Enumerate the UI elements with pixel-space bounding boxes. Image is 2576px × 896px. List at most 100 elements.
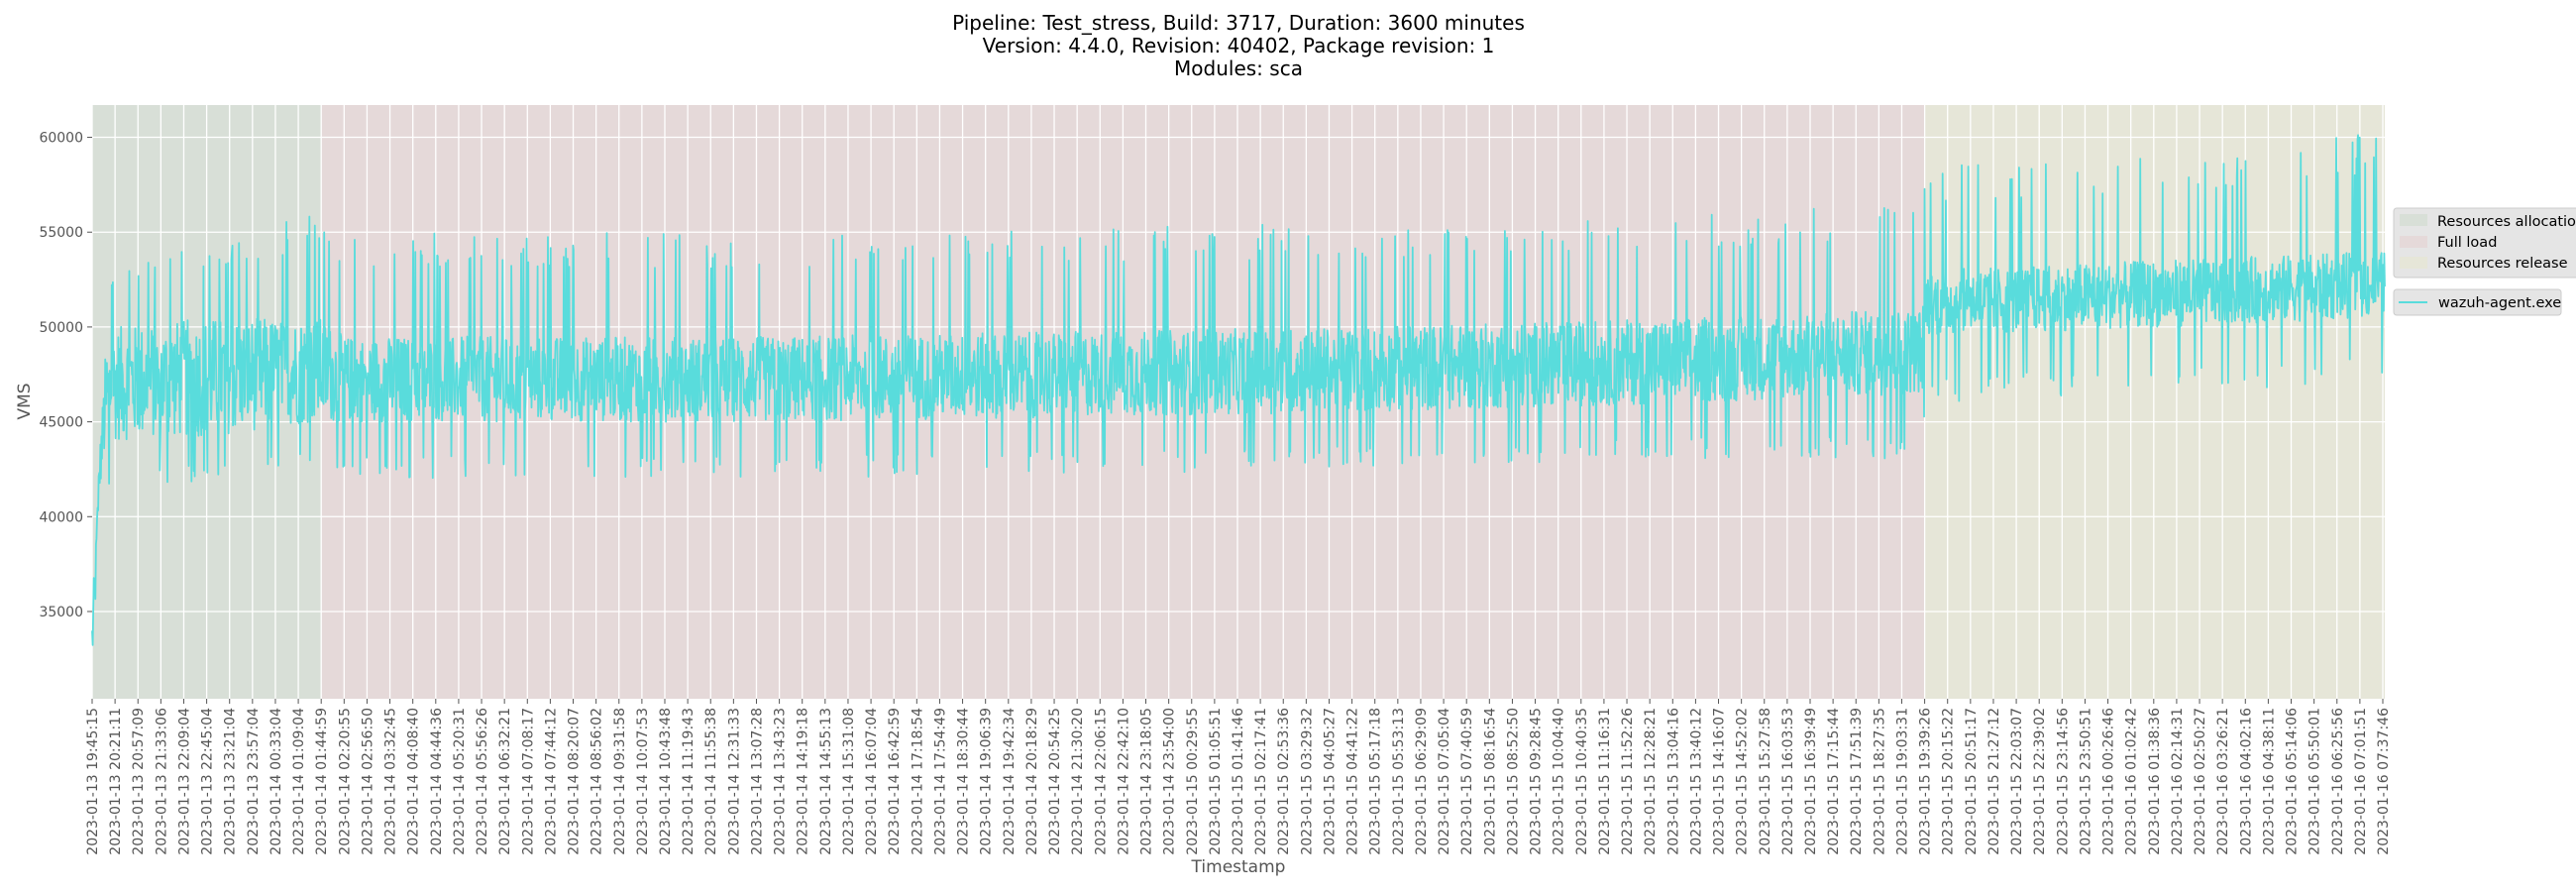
x-tick-label: 2023-01-13 23:57:04	[246, 708, 262, 855]
x-tick-label: 2023-01-15 17:51:39	[1849, 708, 1865, 855]
x-tick-label: 2023-01-15 22:39:02	[2032, 708, 2048, 855]
x-tick-label: 2023-01-14 12:31:33	[726, 708, 742, 855]
x-tick-label: 2023-01-14 21:30:20	[1070, 708, 1086, 855]
legend-label-resources-allocation: Resources allocation	[2437, 214, 2576, 230]
x-tick-label: 2023-01-14 02:56:50	[360, 708, 376, 855]
y-tick-label: 60000	[39, 131, 83, 147]
x-tick-label: 2023-01-14 23:54:00	[1162, 708, 1178, 855]
x-tick-label: 2023-01-15 10:40:35	[1574, 708, 1590, 855]
x-tick-label: 2023-01-14 15:31:08	[841, 708, 857, 855]
x-tick-label: 2023-01-14 07:44:12	[543, 708, 559, 855]
x-tick-label: 2023-01-13 20:21:11	[108, 708, 124, 855]
x-tick-label: 2023-01-15 16:39:49	[1803, 708, 1819, 855]
x-tick-label: 2023-01-16 05:14:06	[2285, 708, 2301, 855]
x-tick-label: 2023-01-14 20:18:29	[1024, 708, 1040, 855]
x-tick-label: 2023-01-15 04:05:27	[1322, 708, 1338, 855]
x-tick-label: 2023-01-15 08:16:54	[1482, 708, 1498, 855]
x-tick-label: 2023-01-14 00:33:04	[268, 708, 284, 855]
x-tick-label: 2023-01-14 01:09:04	[291, 708, 307, 855]
x-tick-label: 2023-01-15 22:03:07	[2009, 708, 2025, 855]
x-tick-label: 2023-01-14 17:18:54	[910, 708, 925, 855]
x-tick-label: 2023-01-13 19:45:15	[85, 708, 101, 855]
x-tick-label: 2023-01-14 11:19:43	[681, 708, 697, 855]
y-tick-label: 35000	[39, 605, 83, 620]
x-tick-label: 2023-01-15 01:41:46	[1231, 708, 1246, 855]
x-tick-label: 2023-01-14 01:44:59	[314, 708, 330, 855]
x-tick-label: 2023-01-15 05:53:13	[1391, 708, 1407, 855]
chart-title-line-2: Version: 4.4.0, Revision: 40402, Package…	[983, 34, 1495, 57]
legend-label-full-load: Full load	[2437, 235, 2497, 251]
x-tick-label: 2023-01-16 01:38:36	[2147, 708, 2163, 855]
x-tick-label: 2023-01-14 11:55:38	[703, 708, 719, 855]
x-tick-label: 2023-01-13 22:45:04	[200, 708, 216, 855]
x-tick-label: 2023-01-15 23:14:56	[2055, 708, 2071, 855]
x-tick-label: 2023-01-15 16:03:53	[1780, 708, 1796, 855]
x-tick-label: 2023-01-14 07:08:17	[520, 708, 536, 855]
x-tick-label: 2023-01-16 03:26:21	[2215, 708, 2231, 855]
x-tick-label: 2023-01-14 13:07:28	[749, 708, 765, 855]
x-tick-label: 2023-01-15 14:52:02	[1735, 708, 1751, 855]
x-tick-label: 2023-01-14 05:56:26	[475, 708, 490, 855]
x-tick-label: 2023-01-14 18:30:44	[956, 708, 972, 855]
x-tick-label: 2023-01-15 20:51:17	[1964, 708, 1980, 855]
x-tick-label: 2023-01-16 00:26:46	[2101, 708, 2117, 855]
x-tick-label: 2023-01-13 22:09:04	[176, 708, 192, 855]
x-tick-label: 2023-01-15 11:16:31	[1597, 708, 1613, 855]
x-tick-label: 2023-01-15 09:28:45	[1529, 708, 1545, 855]
legend-swatch-resources-release	[2400, 257, 2427, 269]
x-tick-label: 2023-01-15 08:52:50	[1505, 708, 1521, 855]
y-axis-ticks: 35000 40000 45000 50000 55000 60000	[39, 131, 92, 620]
x-tick-label: 2023-01-14 04:08:40	[406, 708, 422, 855]
x-tick-label: 2023-01-16 06:25:56	[2330, 708, 2346, 855]
x-tick-label: 2023-01-15 07:40:59	[1459, 708, 1475, 855]
x-tick-label: 2023-01-15 20:15:22	[1941, 708, 1957, 855]
x-axis-ticks: 2023-01-13 19:45:15 2023-01-13 20:21:11 20…	[85, 699, 2392, 855]
x-tick-label: 2023-01-14 22:42:10	[1116, 708, 1131, 855]
x-tick-label: 2023-01-15 01:05:51	[1208, 708, 1224, 855]
x-tick-label: 2023-01-14 02:20:55	[337, 708, 353, 855]
chart-title-line-3: Modules: sca	[1174, 56, 1303, 80]
x-tick-label: 2023-01-15 04:41:22	[1345, 708, 1361, 855]
x-tick-label: 2023-01-14 09:31:58	[612, 708, 628, 855]
chart-title-line-1: Pipeline: Test_stress, Build: 3717, Dura…	[952, 11, 1525, 35]
x-tick-label: 2023-01-14 03:32:45	[383, 708, 399, 855]
x-tick-label: 2023-01-15 11:52:26	[1620, 708, 1636, 855]
x-tick-label: 2023-01-15 02:17:41	[1253, 708, 1269, 855]
x-tick-label: 2023-01-15 00:29:55	[1185, 708, 1201, 855]
x-tick-label: 2023-01-15 03:29:32	[1299, 708, 1315, 855]
x-tick-label: 2023-01-15 17:15:44	[1826, 708, 1842, 855]
x-tick-label: 2023-01-15 07:05:04	[1437, 708, 1452, 855]
x-tick-label: 2023-01-15 14:16:07	[1712, 708, 1728, 855]
y-tick-label: 50000	[39, 320, 83, 336]
x-tick-label: 2023-01-14 16:07:04	[864, 708, 880, 855]
x-tick-label: 2023-01-15 05:17:18	[1368, 708, 1384, 855]
x-tick-label: 2023-01-16 07:37:46	[2376, 708, 2392, 855]
y-tick-label: 40000	[39, 509, 83, 525]
x-tick-label: 2023-01-13 21:33:06	[154, 708, 169, 855]
x-tick-label: 2023-01-14 04:44:36	[429, 708, 445, 855]
legend-label-resources-release: Resources release	[2437, 256, 2568, 272]
x-tick-label: 2023-01-14 17:54:49	[932, 708, 948, 855]
x-tick-label: 2023-01-16 02:14:31	[2170, 708, 2186, 855]
x-tick-label: 2023-01-14 10:43:48	[658, 708, 674, 855]
x-tick-label: 2023-01-14 13:43:23	[773, 708, 789, 855]
x-tick-label: 2023-01-15 02:53:36	[1276, 708, 1292, 855]
phase-legend-box	[2393, 207, 2576, 279]
x-tick-label: 2023-01-15 21:27:12	[1986, 708, 2002, 855]
x-tick-label: 2023-01-15 15:27:58	[1758, 708, 1773, 855]
legend-swatch-full-load	[2400, 236, 2427, 248]
x-tick-label: 2023-01-14 06:32:21	[497, 708, 513, 855]
series-legend-box	[2393, 288, 2562, 316]
x-tick-label: 2023-01-13 20:57:09	[131, 708, 147, 855]
x-tick-label: 2023-01-16 04:02:16	[2238, 708, 2254, 855]
x-tick-label: 2023-01-14 08:20:07	[567, 708, 583, 855]
x-tick-label: 2023-01-14 19:06:39	[979, 708, 995, 855]
x-tick-label: 2023-01-14 08:56:02	[590, 708, 605, 855]
phase-legend: Resources allocation Full load Resources…	[2393, 207, 2576, 279]
x-tick-label: 2023-01-13 23:21:04	[223, 708, 239, 855]
x-tick-label: 2023-01-15 19:03:31	[1894, 708, 1910, 855]
x-tick-label: 2023-01-16 04:38:11	[2261, 708, 2277, 855]
x-tick-label: 2023-01-16 05:50:01	[2308, 708, 2323, 855]
x-tick-label: 2023-01-15 13:40:12	[1688, 708, 1704, 855]
